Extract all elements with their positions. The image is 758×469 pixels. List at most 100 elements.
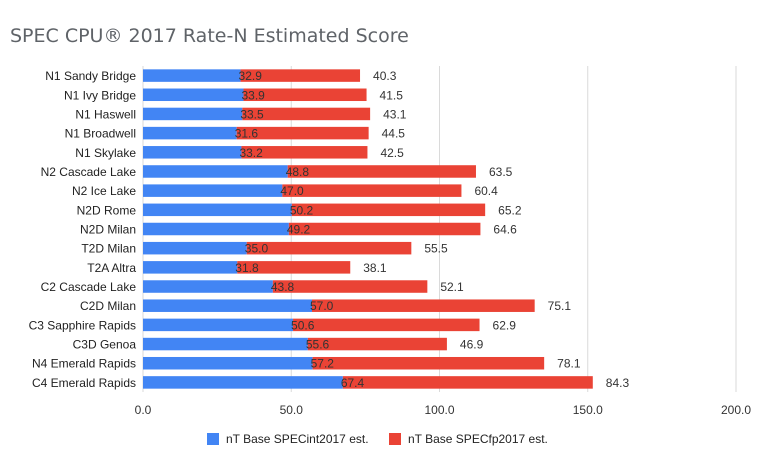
- bar-int: [143, 299, 313, 312]
- bar-fp: [236, 126, 369, 140]
- category-label: N2 Ice Lake: [72, 184, 136, 198]
- data-label-int: 57.0: [310, 299, 334, 313]
- legend-label-int: nT Base SPECint2017 est.: [226, 432, 369, 446]
- data-label-int: 49.2: [287, 223, 311, 237]
- data-label-fp: 46.9: [460, 338, 484, 352]
- bar-fp: [307, 337, 447, 351]
- data-label-fp: 63.5: [489, 165, 513, 179]
- bar-int: [143, 126, 237, 140]
- category-label: N1 Haswell: [75, 107, 136, 121]
- category-label: N2 Cascade Lake: [41, 165, 137, 179]
- data-label-fp: 60.4: [474, 184, 498, 198]
- data-label-fp: 41.5: [380, 88, 404, 102]
- category-labels: N1 Sandy Bridge N1 Ivy Bridge N1 Haswell N1…: [29, 69, 137, 390]
- data-label-fp: 75.1: [548, 299, 572, 313]
- data-label-int: 33.9: [242, 88, 266, 102]
- bar-fp: [291, 203, 486, 217]
- bar-fp: [272, 280, 428, 293]
- data-label-int: 35.0: [245, 242, 269, 256]
- data-labels: 32.9 40.3 33.9 41.5 33.5 43.1 31.6 44.5 33.2 42.5…: [235, 69, 630, 390]
- bar-fp: [312, 356, 545, 370]
- bar-fp: [243, 88, 367, 102]
- data-label-fp: 65.2: [498, 203, 522, 217]
- chart-title: SPEC CPU® 2017 Rate-N Estimated Score: [10, 25, 409, 47]
- bar-fp: [282, 184, 462, 197]
- category-label: N1 Sandy Bridge: [45, 69, 136, 83]
- data-label-int: 33.2: [239, 146, 263, 160]
- data-label-fp: 52.1: [440, 280, 464, 294]
- category-label: N4 Emerald Rapids: [32, 357, 136, 371]
- bar-fp: [241, 146, 368, 159]
- bar-int: [143, 165, 288, 178]
- bar-int: [143, 69, 241, 82]
- bar-int: [143, 107, 243, 121]
- bar-int: [143, 222, 289, 236]
- x-tick-label: 0.0: [135, 403, 152, 417]
- legend: nT Base SPECint2017 est. nT Base SPECfp2…: [207, 432, 548, 446]
- data-label-int: 43.8: [271, 280, 295, 294]
- x-tick-label: 100.0: [424, 403, 454, 417]
- bar-fp: [287, 165, 476, 178]
- category-label: T2A Altra: [87, 261, 136, 275]
- x-tick-label: 200.0: [721, 403, 751, 417]
- category-label: C3D Genoa: [73, 338, 137, 352]
- category-label: C2 Cascade Lake: [41, 280, 137, 294]
- bar-fp: [293, 318, 480, 332]
- data-label-fp: 55.5: [424, 242, 448, 256]
- data-label-fp: 84.3: [606, 376, 630, 390]
- category-label: C3 Sapphire Rapids: [29, 318, 136, 332]
- data-label-int: 32.9: [239, 69, 263, 83]
- bar-fp: [242, 107, 371, 121]
- bar-int: [143, 184, 283, 197]
- data-label-int: 48.8: [286, 165, 310, 179]
- bar-int: [143, 146, 242, 159]
- legend-swatch-fp: [389, 433, 401, 445]
- category-label: N2D Milan: [80, 223, 136, 237]
- data-label-int: 57.2: [311, 357, 335, 371]
- category-label: N1 Skylake: [75, 146, 136, 160]
- data-label-int: 50.2: [290, 203, 314, 217]
- data-label-fp: 64.6: [493, 223, 517, 237]
- bar-int: [143, 356, 313, 370]
- category-label: T2D Milan: [81, 242, 136, 256]
- bar-fp: [342, 376, 593, 389]
- bar-int: [143, 337, 308, 351]
- bars-group: [143, 69, 593, 389]
- data-label-fp: 62.9: [493, 318, 517, 332]
- data-label-fp: 38.1: [363, 261, 387, 275]
- data-label-fp: 40.3: [373, 69, 397, 83]
- bar-fp: [237, 261, 351, 274]
- x-tick-label: 50.0: [280, 403, 304, 417]
- category-label: N2D Rome: [77, 203, 137, 217]
- data-label-fp: 43.1: [383, 107, 407, 121]
- x-axis-ticks: 0.0 50.0 100.0 150.0 200.0: [135, 403, 752, 417]
- data-label-int: 55.6: [306, 338, 330, 352]
- bar-int: [143, 376, 343, 389]
- legend-swatch-int: [207, 433, 219, 445]
- data-label-int: 31.6: [235, 127, 259, 141]
- data-label-int: 33.5: [240, 107, 264, 121]
- bar-int: [143, 261, 238, 274]
- bar-int: [143, 280, 273, 293]
- data-label-fp: 42.5: [380, 146, 404, 160]
- data-label-int: 47.0: [280, 184, 304, 198]
- data-label-fp: 78.1: [557, 357, 581, 371]
- bar-int: [143, 241, 247, 255]
- legend-label-fp: nT Base SPECfp2017 est.: [408, 432, 548, 446]
- bar-fp: [246, 241, 412, 255]
- data-label-int: 31.8: [235, 261, 259, 275]
- bar-fp: [288, 222, 481, 236]
- data-label-fp: 44.5: [382, 127, 406, 141]
- x-tick-label: 150.0: [573, 403, 603, 417]
- category-label: C2D Milan: [80, 299, 136, 313]
- bar-fp: [312, 299, 535, 312]
- category-label: N1 Broadwell: [65, 127, 136, 141]
- bar-int: [143, 318, 294, 332]
- bar-int: [143, 88, 244, 102]
- category-label: N1 Ivy Bridge: [64, 88, 136, 102]
- data-label-int: 50.6: [291, 318, 315, 332]
- category-label: C4 Emerald Rapids: [32, 376, 136, 390]
- data-label-int: 67.4: [341, 376, 365, 390]
- bar-int: [143, 203, 292, 217]
